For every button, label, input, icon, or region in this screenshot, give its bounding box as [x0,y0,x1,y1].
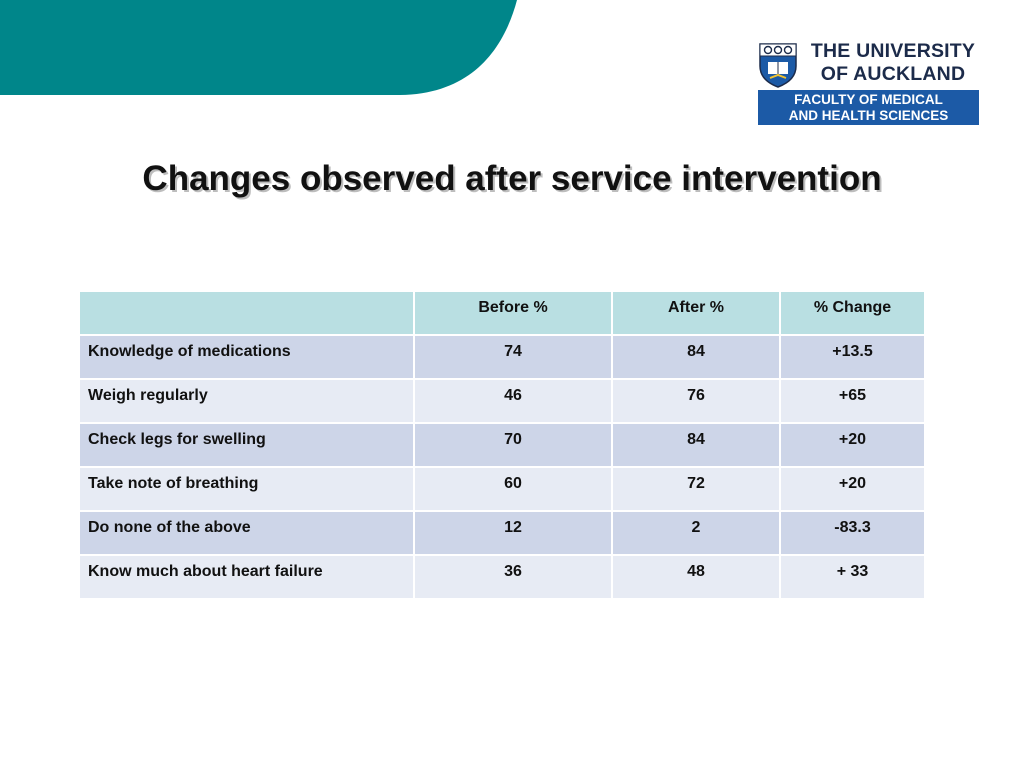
faculty-banner: FACULTY OF MEDICAL AND HEALTH SCIENCES [758,90,979,125]
column-header-blank [78,290,415,336]
row-label: Weigh regularly [78,378,415,424]
university-name-line1: THE UNIVERSITY [810,40,976,62]
before-value: 46 [413,378,613,424]
before-value: 36 [413,554,613,600]
table-row: Do none of the above 12 2 -83.3 [78,510,926,556]
change-value: +65 [779,378,926,424]
university-crest-icon [759,43,797,88]
change-value: -83.3 [779,510,926,556]
after-value: 72 [611,466,781,512]
row-label: Knowledge of medications [78,334,415,380]
teal-corner-decoration [0,0,517,95]
table-row: Know much about heart failure 36 48 + 33 [78,554,926,600]
table-row: Knowledge of medications 74 84 +13.5 [78,334,926,380]
table-header-row: Before % After % % Change [78,290,926,336]
change-value: +13.5 [779,334,926,380]
after-value: 84 [611,334,781,380]
change-value: + 33 [779,554,926,600]
table-row: Check legs for swelling 70 84 +20 [78,422,926,468]
page-title: Changes observed after service intervent… [142,159,882,198]
before-value: 12 [413,510,613,556]
row-label: Know much about heart failure [78,554,415,600]
before-value: 70 [413,422,613,468]
university-logo: THE UNIVERSITY OF AUCKLAND FACULTY OF ME… [758,40,982,126]
before-value: 74 [413,334,613,380]
after-value: 84 [611,422,781,468]
university-name-line2: OF AUCKLAND [820,63,966,85]
after-value: 76 [611,378,781,424]
faculty-name-line2: AND HEALTH SCIENCES [788,108,949,123]
change-value: +20 [779,466,926,512]
university-name: THE UNIVERSITY OF AUCKLAND [804,40,982,86]
row-label: Do none of the above [78,510,415,556]
after-value: 2 [611,510,781,556]
before-value: 60 [413,466,613,512]
after-value: 48 [611,554,781,600]
table-row: Weigh regularly 46 76 +65 [78,378,926,424]
row-label: Take note of breathing [78,466,415,512]
row-label: Check legs for swelling [78,422,415,468]
table-row: Take note of breathing 60 72 +20 [78,466,926,512]
faculty-name-line1: FACULTY OF MEDICAL [794,92,943,107]
column-header-before: Before % [413,290,613,336]
column-header-change: % Change [779,290,926,336]
column-header-after: After % [611,290,781,336]
change-value: +20 [779,422,926,468]
results-table: Before % After % % Change Knowledge of m… [78,290,926,600]
